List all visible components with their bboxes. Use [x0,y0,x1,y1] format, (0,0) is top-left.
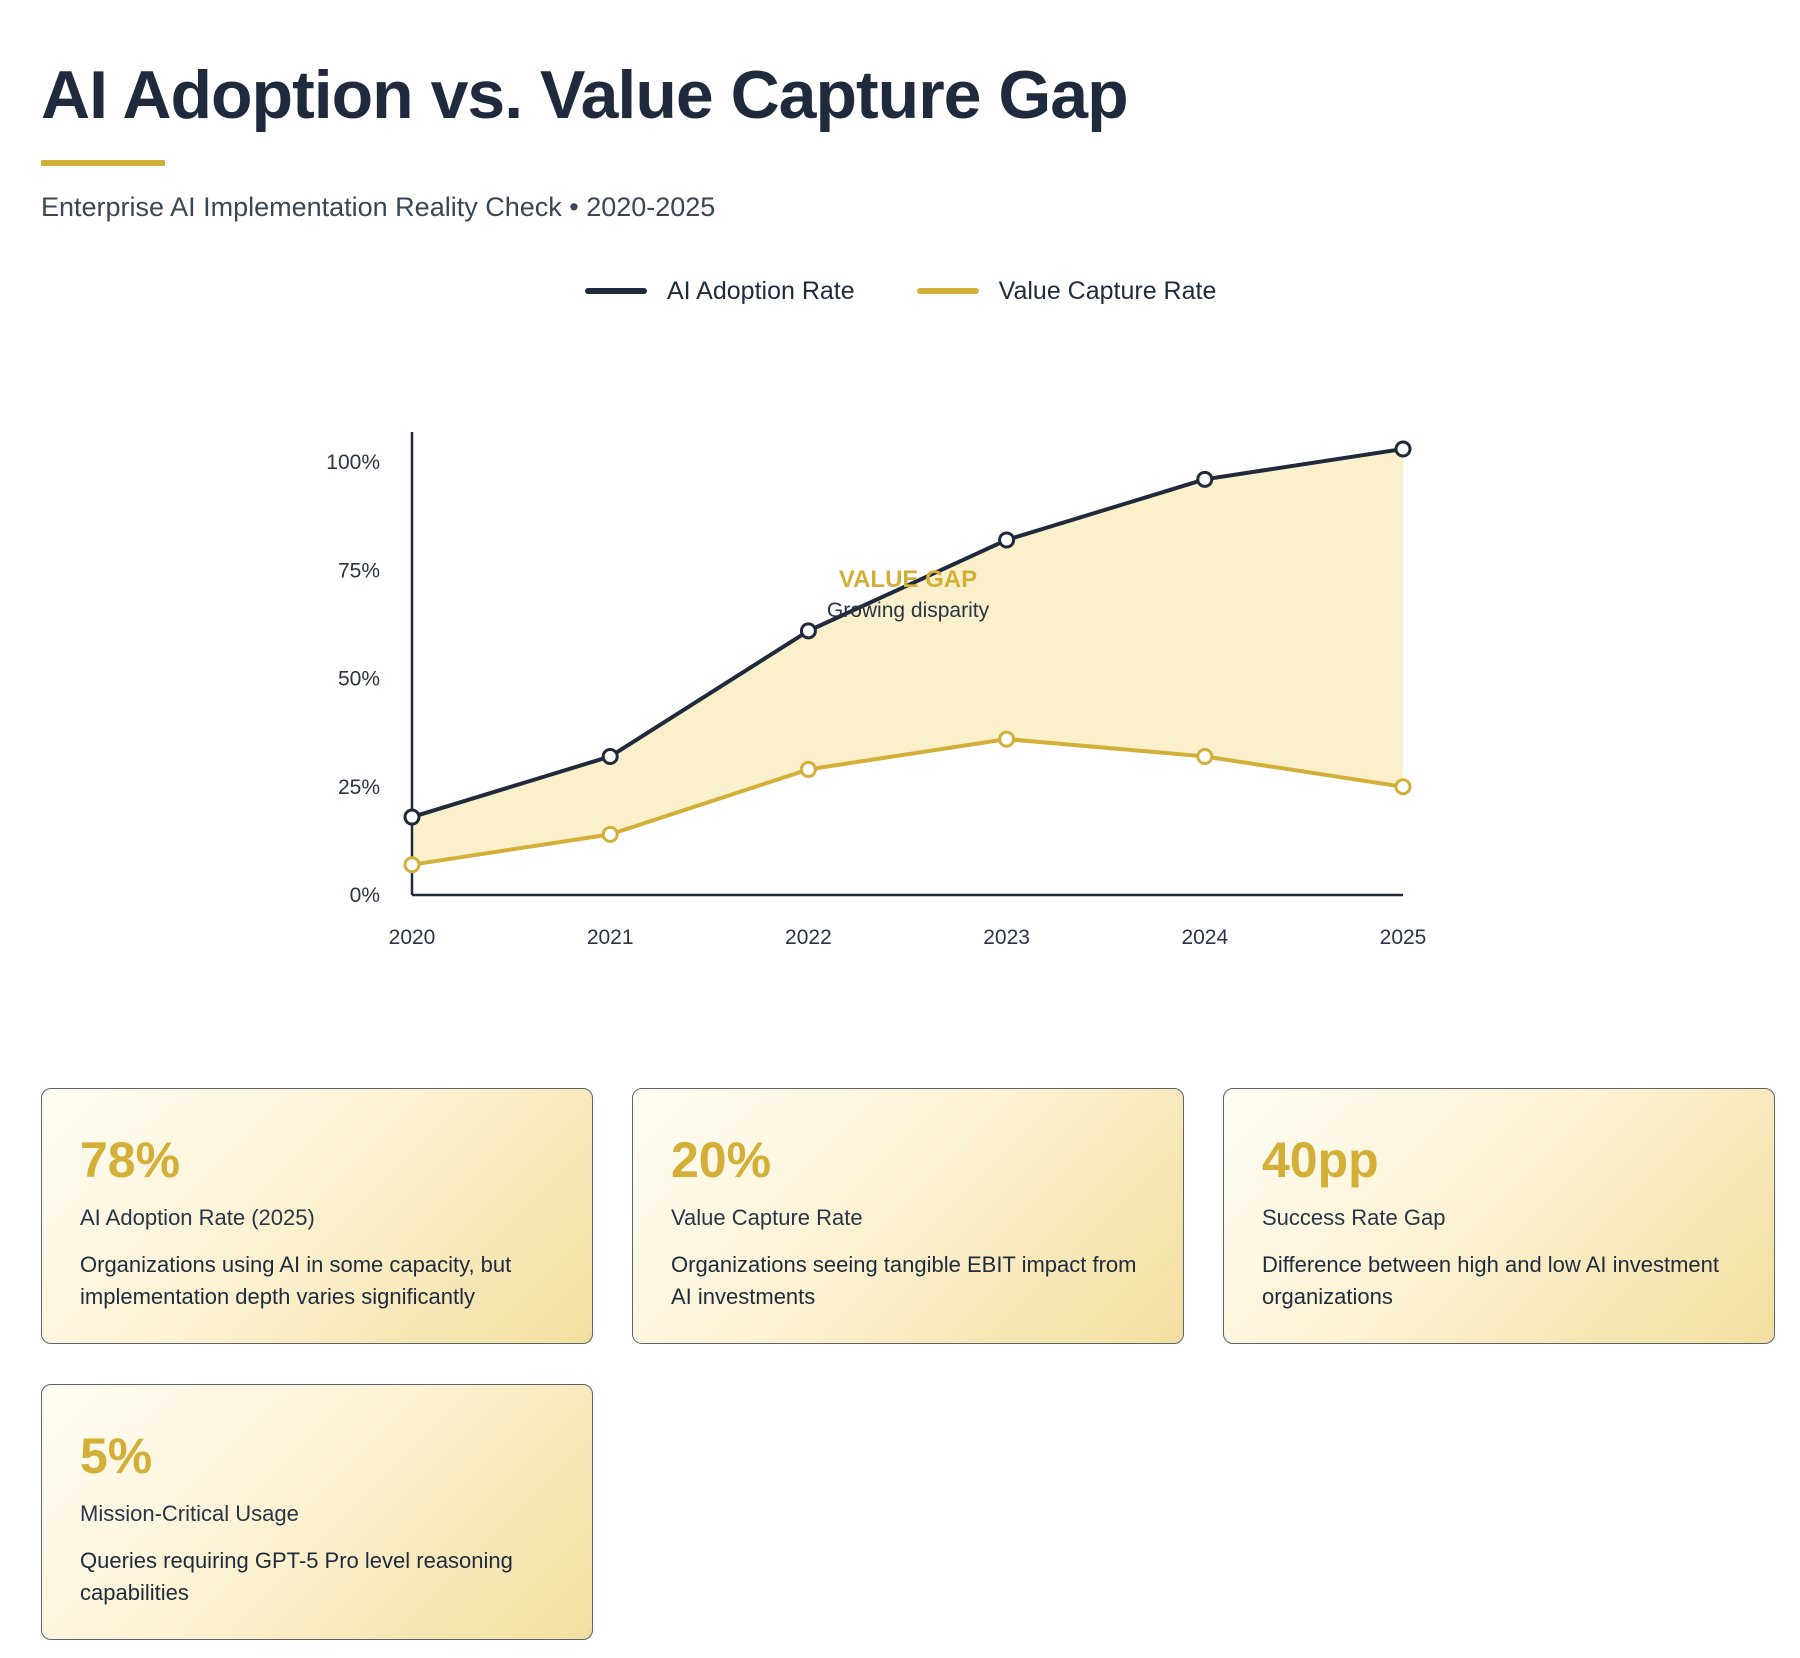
y-tick-label: 75% [338,559,380,582]
adoption-rate-line [410,447,1405,820]
x-tick-label: 2021 [587,926,634,949]
title-underline [41,160,165,166]
value-capture-point [403,856,421,874]
y-tick-label: 25% [338,776,380,799]
legend-item-adoption[interactable]: AI Adoption Rate [585,277,855,306]
adoption-point [998,531,1016,549]
value-gap-area [412,449,1403,865]
legend-swatch-adoption [585,288,647,294]
stat-description: Organizations using AI in some capacity,… [80,1252,512,1309]
legend-swatch-value [916,288,979,294]
adoption-point [1394,440,1412,458]
stat-description: Queries requiring GPT-5 Pro level reason… [80,1548,513,1605]
x-tick-label: 2024 [1181,926,1228,949]
annotation-text: Growing disparity [827,599,990,622]
y-tick-label: 0% [350,884,380,907]
annotation-title: VALUE GAP [839,566,977,593]
x-tick-label: 2020 [389,926,436,949]
stat-label: Mission-Critical Usage [80,1501,299,1526]
adoption-point [799,622,817,640]
page-title: AI Adoption vs. Value Capture Gap [41,57,1129,133]
value-capture-point [998,730,1016,748]
stat-label: Success Rate Gap [1262,1205,1446,1230]
stat-value: 20% [671,1132,772,1188]
legend-label-adoption: AI Adoption Rate [667,276,855,305]
stat-label: Value Capture Rate [671,1205,863,1230]
stat-description: Difference between high and low AI inves… [1262,1252,1719,1309]
value-capture-point [601,825,619,843]
stat-value: 5% [80,1428,153,1484]
adoption-point [403,808,421,826]
stat-label: AI Adoption Rate (2025) [80,1205,315,1230]
value-capture-line [410,737,1405,867]
adoption-point [1196,470,1214,488]
page-subtitle: Enterprise AI Implementation Reality Che… [41,192,716,222]
y-tick-label: 100% [326,451,380,474]
legend-item-value[interactable]: Value Capture Rate [916,276,1217,306]
value-capture-point [1196,747,1214,765]
value-capture-point [1394,778,1412,796]
line-chart: 0% 25% 50% 75% 100% 2020 2021 2022 2023 2024 2025 V… [326,432,1427,949]
x-tick-label: 2025 [1380,926,1427,949]
stat-value: 78% [80,1132,181,1188]
stat-card-mission-critical: 5% Mission-Critical Usage Queries requir… [41,1384,593,1640]
stat-description: Organizations seeing tangible EBIT impac… [671,1252,1137,1309]
stat-card-adoption: 78% AI Adoption Rate (2025) Organization… [41,1088,593,1344]
legend-label-value: Value Capture Rate [998,276,1217,305]
stat-card-success-gap: 40pp Success Rate Gap Difference between… [1223,1088,1775,1344]
stat-value: 40pp [1262,1132,1379,1188]
chart-legend: AI Adoption Rate Value Capture Rate [585,274,1278,308]
x-tick-label: 2023 [983,926,1030,949]
x-tick-label: 2022 [785,926,832,949]
stat-card-value-capture: 20% Value Capture Rate Organizations see… [632,1088,1184,1344]
value-capture-point [799,760,817,778]
y-tick-label: 50% [338,668,380,691]
adoption-point [601,747,619,765]
